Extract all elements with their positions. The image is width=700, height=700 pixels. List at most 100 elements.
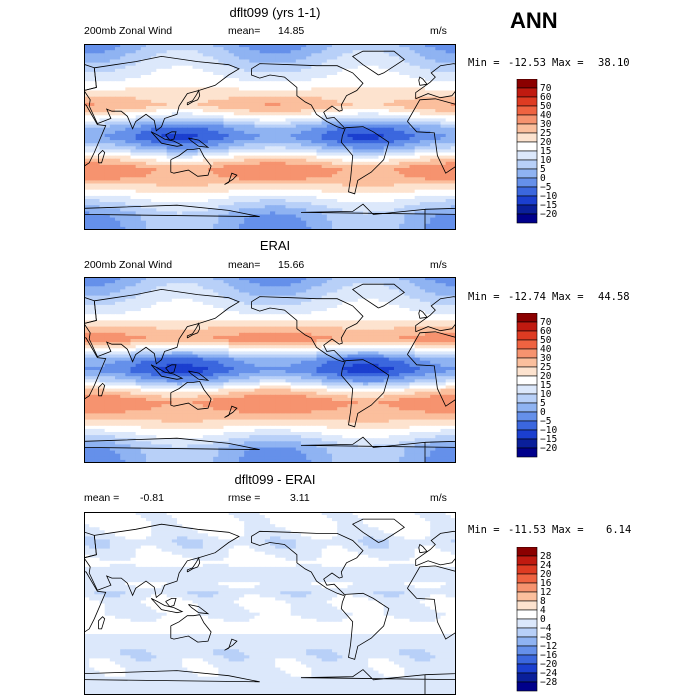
field-cell (321, 177, 328, 181)
field-cell (233, 59, 240, 64)
field-cell (425, 226, 431, 230)
field-cell (94, 214, 101, 219)
field-cell (192, 177, 199, 181)
field-cell (373, 44, 380, 48)
field-cell (94, 106, 101, 110)
field-cell (223, 84, 230, 88)
field-cell (440, 50, 447, 54)
field-cell (233, 87, 240, 92)
field-cell (233, 164, 240, 169)
field-cell (192, 295, 199, 300)
field-cell (223, 192, 230, 197)
field-cell (244, 177, 250, 181)
field-cell (295, 195, 302, 200)
field-cell (104, 289, 111, 294)
field-cell (151, 130, 157, 135)
field-cell (182, 56, 188, 61)
field-cell (177, 44, 183, 48)
field-cell (316, 68, 323, 73)
field-cell (321, 158, 328, 163)
field-cell (311, 171, 318, 175)
field-cell (182, 220, 188, 225)
panel-1-max-label: Max = (552, 57, 584, 69)
field-cell (146, 149, 152, 154)
field-cell (125, 112, 132, 116)
field-cell (109, 65, 116, 70)
field-cell (89, 298, 95, 303)
field-cell (352, 127, 359, 132)
field-cell (342, 47, 349, 51)
field-cell (404, 84, 411, 88)
field-cell (156, 130, 163, 135)
field-cell (388, 133, 395, 138)
field-cell (130, 189, 137, 194)
field-cell (135, 186, 142, 191)
field-cell (394, 90, 400, 95)
field-cell (182, 90, 188, 95)
field-cell (233, 133, 240, 138)
field-cell (99, 174, 106, 178)
field-cell (373, 217, 380, 222)
field-cell (414, 121, 421, 126)
field-cell (89, 87, 95, 92)
field-cell (440, 183, 447, 188)
field-cell (244, 146, 250, 150)
field-cell (192, 149, 199, 154)
field-cell (104, 192, 111, 197)
field-cell (316, 280, 323, 284)
field-cell (109, 47, 116, 51)
field-cell (290, 174, 297, 178)
field-cell (321, 84, 328, 88)
field-cell (378, 161, 385, 166)
field-cell (316, 124, 323, 129)
field-cell (275, 217, 281, 222)
field-cell (332, 195, 338, 200)
field-cell (213, 292, 219, 297)
field-cell (115, 112, 121, 116)
field-cell (264, 106, 271, 110)
field-cell (368, 109, 374, 113)
field-cell (104, 286, 111, 290)
field-cell (337, 130, 343, 135)
field-cell (399, 286, 405, 290)
field-cell (239, 189, 245, 194)
field-cell (450, 295, 456, 300)
field-cell (156, 298, 163, 303)
field-cell (249, 121, 256, 126)
field-cell (99, 298, 106, 303)
field-cell (311, 195, 318, 200)
field-cell (394, 137, 400, 141)
field-cell (197, 171, 204, 175)
field-cell (156, 90, 163, 95)
field-cell (146, 301, 152, 306)
field-cell (177, 195, 183, 200)
field-cell (177, 112, 183, 116)
field-cell (404, 93, 411, 98)
field-cell (270, 171, 276, 175)
field-cell (130, 171, 137, 175)
field-cell (425, 183, 431, 188)
field-cell (249, 183, 256, 188)
field-cell (223, 118, 230, 123)
field-cell (259, 65, 266, 70)
field-cell (239, 109, 245, 113)
field-cell (89, 109, 95, 113)
field-cell (218, 121, 225, 126)
field-cell (94, 75, 101, 79)
field-cell (99, 140, 106, 144)
field-cell (259, 53, 266, 57)
field-cell (94, 223, 101, 228)
field-cell (125, 127, 132, 132)
field-cell (316, 112, 323, 116)
field-cell (146, 99, 152, 104)
field-cell (125, 283, 132, 287)
field-cell (357, 118, 364, 123)
field-cell (394, 158, 400, 163)
field-cell (425, 217, 431, 222)
field-cell (233, 220, 240, 225)
field-cell (187, 96, 194, 101)
field-cell (301, 161, 307, 166)
field-cell (161, 47, 168, 51)
field-cell (285, 289, 292, 294)
field-cell (419, 99, 426, 104)
